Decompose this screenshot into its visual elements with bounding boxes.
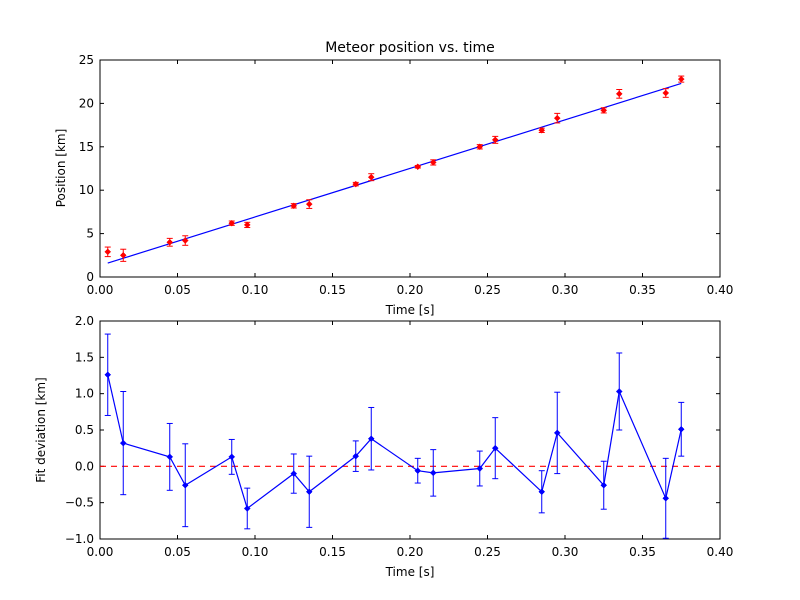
deviation-xtick-label: 0.15 (319, 545, 346, 559)
position-data-point (305, 200, 313, 208)
position-xtick-label: 0.00 (87, 283, 114, 297)
position-ytick-label: 15 (79, 140, 94, 154)
deviation-chart-marks (100, 333, 720, 539)
deviation-data-point (290, 470, 298, 477)
deviation-data-point (553, 429, 561, 437)
deviation-data-point (119, 439, 127, 447)
deviation-data-point (228, 453, 236, 461)
position-data-point (600, 106, 608, 114)
position-chart-ticks: 0.00 0.05 0.10 0.15 0.20 0.25 0.30 0.35 0.40 0 5 10… (79, 53, 734, 297)
position-chart-ylabel: Position [km] (54, 129, 68, 208)
position-xtick-label: 0.40 (707, 283, 734, 297)
deviation-ytick-label: 1.0 (75, 387, 94, 401)
position-data-point (367, 173, 375, 181)
position-data-point (243, 221, 251, 229)
deviation-xtick-label: 0.35 (629, 545, 656, 559)
deviation-data-point (491, 444, 499, 452)
position-chart: Meteor position vs. time 0.00 0.05 0.10 0.1… (54, 40, 733, 317)
deviation-xtick-label: 0.10 (242, 545, 269, 559)
deviation-data-point (352, 452, 360, 460)
deviation-data-point (615, 388, 623, 395)
position-data-point (181, 237, 189, 244)
position-ytick-label: 5 (86, 227, 94, 241)
position-data-point (491, 136, 499, 144)
deviation-xtick-label: 0.30 (552, 545, 579, 559)
position-data-point (615, 90, 623, 98)
position-data-point (476, 143, 484, 151)
deviation-data-point (243, 505, 251, 512)
position-xtick-label: 0.35 (629, 283, 656, 297)
position-chart-marks (104, 75, 685, 264)
position-ytick-label: 20 (79, 96, 94, 110)
deviation-xtick-label: 0.40 (707, 545, 734, 559)
deviation-data-point (662, 494, 670, 502)
position-data-point (538, 126, 546, 134)
position-data-point (166, 238, 174, 246)
position-data-point (228, 219, 236, 227)
position-xtick-label: 0.10 (242, 283, 269, 297)
deviation-chart: 0.00 0.05 0.10 0.15 0.20 0.25 0.30 0.35 0.40 −1.0… (34, 314, 733, 579)
deviation-data-point (429, 469, 437, 477)
position-data-point (119, 251, 127, 259)
deviation-xtick-label: 0.25 (474, 545, 501, 559)
deviation-plot-frame (99, 320, 721, 540)
position-xtick-label: 0.30 (552, 283, 579, 297)
linear-fit-line (107, 82, 682, 264)
deviation-xtick-label: 0.20 (397, 545, 424, 559)
deviation-data-point (476, 465, 484, 472)
deviation-ytick-label: 0.5 (75, 423, 94, 437)
position-data-point (352, 180, 360, 188)
position-data-point (414, 163, 422, 171)
deviation-ytick-label: −1.0 (65, 532, 94, 546)
deviation-ytick-label: 1.5 (75, 350, 94, 364)
deviation-data-point (166, 453, 174, 461)
position-data-point (677, 75, 685, 83)
deviation-data-point (538, 488, 546, 496)
position-xtick-label: 0.25 (474, 283, 501, 297)
position-xtick-label: 0.20 (397, 283, 424, 297)
position-ytick-label: 0 (86, 270, 94, 284)
deviation-data-point (367, 435, 375, 443)
position-data-point (662, 89, 670, 97)
position-data-point (104, 248, 112, 256)
position-data-point (290, 202, 298, 210)
deviation-chart-ticks: 0.00 0.05 0.10 0.15 0.20 0.25 0.30 0.35 0.40 −1.0… (65, 314, 734, 559)
position-xtick-label: 0.15 (319, 283, 346, 297)
position-chart-title: Meteor position vs. time (325, 40, 495, 56)
deviation-series-line (107, 374, 682, 510)
deviation-data-point (600, 481, 608, 489)
position-chart-xlabel: Time [s] (385, 303, 435, 317)
position-ytick-label: 10 (79, 183, 94, 197)
position-ytick-label: 25 (79, 53, 94, 67)
deviation-ytick-label: 0.0 (75, 459, 94, 473)
deviation-xtick-label: 0.05 (164, 545, 191, 559)
position-xtick-label: 0.05 (164, 283, 191, 297)
deviation-xtick-label: 0.00 (87, 545, 114, 559)
deviation-data-point (104, 371, 112, 379)
deviation-chart-ylabel: Fit deviation [km] (34, 377, 48, 482)
position-data-point (429, 159, 437, 166)
deviation-ytick-label: 2.0 (75, 314, 94, 328)
position-data-point (553, 114, 561, 122)
deviation-data-point (181, 481, 189, 489)
deviation-data-point (414, 467, 422, 475)
deviation-ytick-label: −0.5 (65, 496, 94, 510)
deviation-data-point (305, 488, 313, 496)
deviation-chart-xlabel: Time [s] (385, 565, 435, 579)
deviation-data-point (677, 425, 685, 433)
